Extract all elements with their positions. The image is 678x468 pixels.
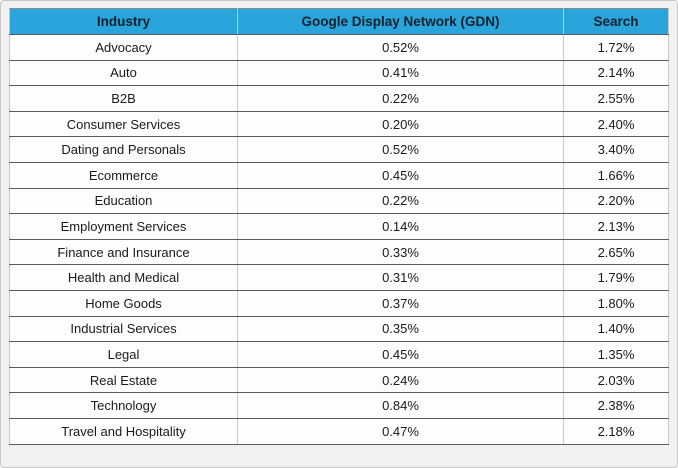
table-row: Finance and Insurance 0.33% 2.65% — [9, 238, 669, 266]
cell-industry: Health and Medical — [9, 264, 238, 291]
table-row: Employment Services 0.14% 2.13% — [9, 213, 669, 240]
table-row: Ecommerce 0.45% 1.66% — [9, 161, 669, 189]
cell-gdn-ctr: 0.22% — [237, 187, 564, 215]
cell-industry: Education — [9, 187, 238, 215]
table-row: Legal 0.45% 1.35% — [9, 341, 669, 368]
cell-gdn-ctr: 0.20% — [237, 110, 564, 138]
cell-industry: Consumer Services — [9, 110, 238, 138]
cell-gdn-ctr: 0.31% — [237, 264, 564, 291]
cell-industry: Finance and Insurance — [9, 238, 238, 266]
cell-industry: Travel and Hospitality — [9, 417, 238, 445]
cell-search-ctr: 2.18% — [563, 417, 669, 445]
cell-search-ctr: 1.40% — [563, 315, 669, 343]
cell-industry: Ecommerce — [9, 161, 238, 189]
cell-gdn-ctr: 0.84% — [237, 392, 564, 419]
cell-gdn-ctr: 0.35% — [237, 315, 564, 343]
table-row: Education 0.22% 2.20% — [9, 187, 669, 215]
cell-industry: Legal — [9, 341, 238, 368]
table-body: Advocacy 0.52% 1.72% Auto 0.41% 2.14% B2B 0.22%… — [9, 34, 669, 445]
cell-search-ctr: 1.80% — [563, 289, 669, 317]
cell-search-ctr: 2.14% — [563, 59, 669, 87]
cell-search-ctr: 2.03% — [563, 366, 669, 394]
table-row: Real Estate 0.24% 2.03% — [9, 366, 669, 394]
cell-gdn-ctr: 0.33% — [237, 238, 564, 266]
cell-search-ctr: 1.66% — [563, 161, 669, 189]
cell-gdn-ctr: 0.52% — [237, 136, 564, 163]
cell-gdn-ctr: 0.14% — [237, 213, 564, 240]
cell-industry: Real Estate — [9, 366, 238, 394]
table-row: Technology 0.84% 2.38% — [9, 392, 669, 419]
table-row: Dating and Personals 0.52% 3.40% — [9, 136, 669, 163]
cell-search-ctr: 1.72% — [563, 34, 669, 61]
cell-search-ctr: 1.35% — [563, 341, 669, 368]
cell-gdn-ctr: 0.24% — [237, 366, 564, 394]
cell-gdn-ctr: 0.22% — [237, 85, 564, 112]
cell-search-ctr: 2.20% — [563, 187, 669, 215]
table-row: Auto 0.41% 2.14% — [9, 59, 669, 87]
cell-gdn-ctr: 0.52% — [237, 34, 564, 61]
cell-search-ctr: 1.79% — [563, 264, 669, 291]
header-search: Search — [563, 8, 669, 35]
ctr-benchmark-table: Industry Google Display Network (GDN) Se… — [9, 8, 669, 445]
cell-industry: B2B — [9, 85, 238, 112]
cell-gdn-ctr: 0.47% — [237, 417, 564, 445]
cell-industry: Technology — [9, 392, 238, 419]
table-header: Industry Google Display Network (GDN) Se… — [9, 8, 669, 35]
cell-search-ctr: 2.55% — [563, 85, 669, 112]
table-row: Advocacy 0.52% 1.72% — [9, 34, 669, 61]
table-row: Travel and Hospitality 0.47% 2.18% — [9, 417, 669, 445]
cell-industry: Home Goods — [9, 289, 238, 317]
cell-search-ctr: 2.40% — [563, 110, 669, 138]
header-industry: Industry — [9, 8, 238, 35]
cell-search-ctr: 2.38% — [563, 392, 669, 419]
cell-gdn-ctr: 0.37% — [237, 289, 564, 317]
cell-industry: Industrial Services — [9, 315, 238, 343]
cell-gdn-ctr: 0.45% — [237, 341, 564, 368]
cell-industry: Advocacy — [9, 34, 238, 61]
cell-gdn-ctr: 0.45% — [237, 161, 564, 189]
cell-industry: Dating and Personals — [9, 136, 238, 163]
cell-industry: Auto — [9, 59, 238, 87]
cell-gdn-ctr: 0.41% — [237, 59, 564, 87]
header-row: Industry Google Display Network (GDN) Se… — [9, 8, 669, 35]
header-gdn: Google Display Network (GDN) — [237, 8, 564, 35]
cell-search-ctr: 2.65% — [563, 238, 669, 266]
cell-industry: Employment Services — [9, 213, 238, 240]
table-row: B2B 0.22% 2.55% — [9, 85, 669, 112]
table-row: Home Goods 0.37% 1.80% — [9, 289, 669, 317]
table-row: Industrial Services 0.35% 1.40% — [9, 315, 669, 343]
cell-search-ctr: 3.40% — [563, 136, 669, 163]
cell-search-ctr: 2.13% — [563, 213, 669, 240]
table-row: Consumer Services 0.20% 2.40% — [9, 110, 669, 138]
table-row: Health and Medical 0.31% 1.79% — [9, 264, 669, 291]
